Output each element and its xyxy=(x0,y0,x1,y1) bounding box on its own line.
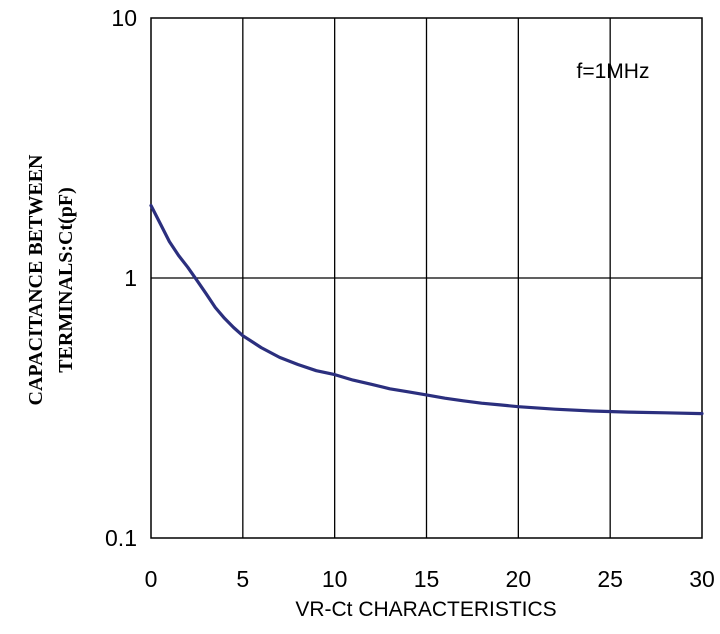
y-axis-label: CAPACITANCE BETWEEN TERMINALS:Ct(pF) xyxy=(25,154,77,406)
x-tick-labels: 0 5 10 15 20 25 30 xyxy=(145,566,715,592)
y-tick-label: 1 xyxy=(124,265,137,291)
x-tick-label: 25 xyxy=(597,566,623,592)
x-tick-label: 10 xyxy=(322,566,348,592)
series-line xyxy=(149,203,704,416)
x-tick-label: 5 xyxy=(236,566,249,592)
x-tick-label: 15 xyxy=(414,566,440,592)
y-axis-label-line-1: CAPACITANCE BETWEEN xyxy=(25,154,47,406)
x-tick-label: 0 xyxy=(145,566,158,592)
frequency-annotation: f=1MHz xyxy=(577,60,650,83)
plot-frame xyxy=(150,17,703,539)
series-layer xyxy=(149,203,704,416)
x-axis-label: VR-Ct CHARACTERISTICS xyxy=(295,598,556,621)
y-tick-label: 10 xyxy=(111,5,137,31)
grid-lines xyxy=(151,18,702,538)
y-tick-label: 0.1 xyxy=(105,525,137,551)
x-tick-label: 30 xyxy=(689,566,715,592)
x-tick-label: 20 xyxy=(506,566,532,592)
y-axis-label-line-2: TERMINALS:Ct(pF) xyxy=(55,187,77,373)
y-tick-labels: 10 1 0.1 xyxy=(105,5,137,551)
